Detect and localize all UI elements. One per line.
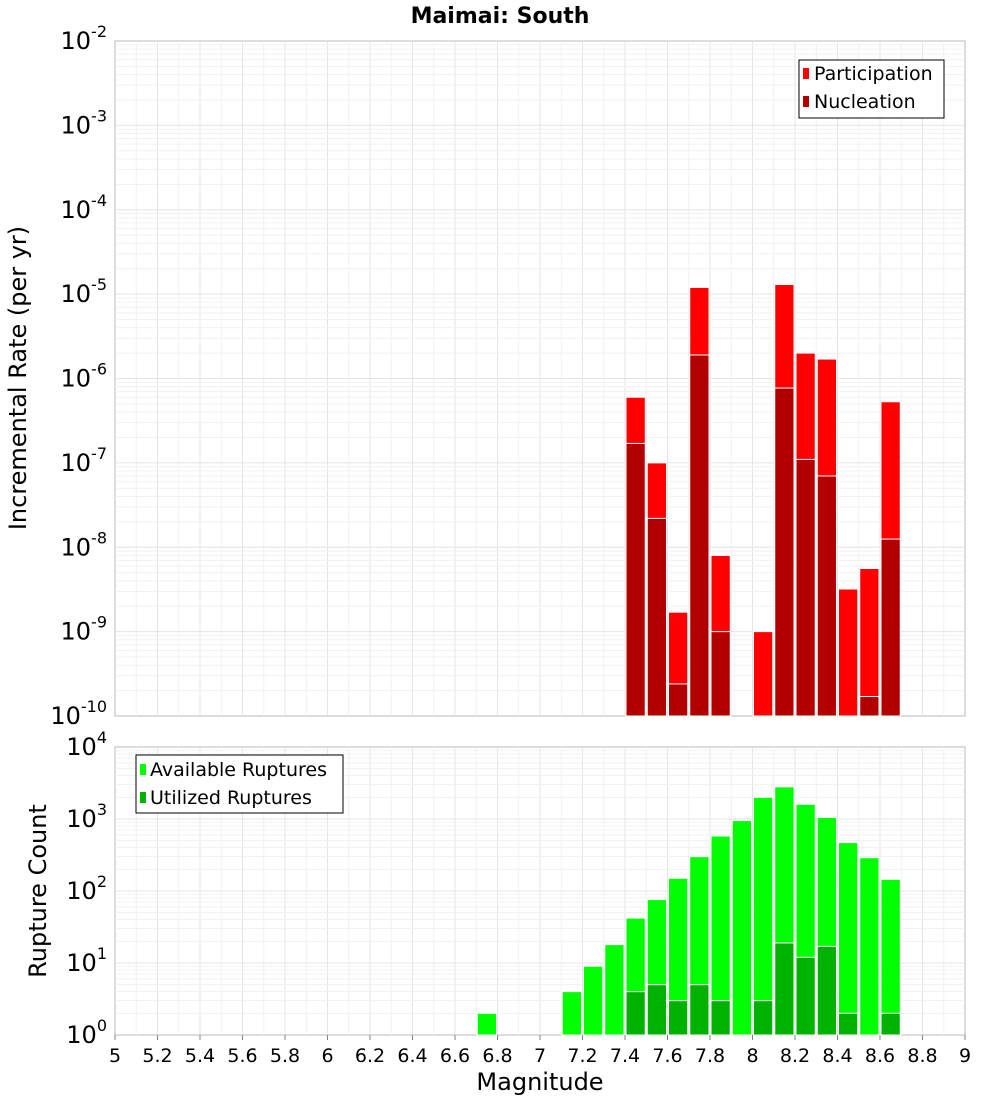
rate-bar-nucleation bbox=[646, 517, 667, 717]
rate-bar-nucleation bbox=[689, 354, 710, 717]
count-legend-box bbox=[135, 754, 344, 814]
count-bar-utilized-ruptures bbox=[710, 1000, 731, 1036]
legend-label-nucleation: Nucleation bbox=[814, 91, 916, 113]
count-bar-available-ruptures bbox=[604, 944, 625, 1036]
x-tick-label: 7.8 bbox=[695, 1045, 725, 1067]
chart-title: Maimai: South bbox=[411, 4, 590, 29]
x-tick-label: 8 bbox=[746, 1045, 758, 1067]
rate-y-axis-label: Incremental Rate (per yr) bbox=[4, 226, 32, 530]
count-y-tick-label: 100 bbox=[66, 1016, 107, 1049]
count-bar-utilized-ruptures bbox=[646, 984, 667, 1036]
count-bar-utilized-ruptures bbox=[795, 956, 816, 1036]
count-y-tick-label: 102 bbox=[66, 872, 107, 905]
x-axis-label: Magnitude bbox=[476, 1068, 603, 1096]
count-bar-available-ruptures bbox=[880, 878, 901, 1036]
legend-label-available: Available Ruptures bbox=[150, 759, 327, 781]
rate-y-ticks: 10-10 10-9 10-8 10-7 10-6 10-5 10-4 10-3 10-2 bbox=[50, 22, 107, 730]
rate-bar-nucleation bbox=[880, 538, 901, 717]
count-bar-available-ruptures bbox=[838, 842, 859, 1036]
rate-y-tick-label: 10-7 bbox=[61, 444, 108, 477]
rate-legend: Participation Nucleation bbox=[798, 59, 945, 119]
count-bar-utilized-ruptures bbox=[625, 991, 646, 1036]
rate-bar-participation bbox=[859, 567, 880, 717]
x-tick-label: 5.4 bbox=[185, 1045, 215, 1067]
x-tick-label: 5.2 bbox=[142, 1045, 172, 1067]
rate-bar-nucleation bbox=[710, 631, 731, 717]
count-bar-available-ruptures bbox=[561, 991, 582, 1036]
x-tick-label: 6.8 bbox=[482, 1045, 512, 1067]
x-tick-label: 6.6 bbox=[440, 1045, 470, 1067]
rate-y-tick-label: 10-10 bbox=[50, 697, 107, 730]
x-tick-label: 6 bbox=[321, 1045, 333, 1067]
x-tick-label: 7 bbox=[534, 1045, 546, 1067]
count-bar-available-ruptures bbox=[731, 820, 752, 1036]
x-tick-label: 8.4 bbox=[822, 1045, 852, 1067]
rate-legend-box bbox=[798, 59, 945, 119]
rate-y-tick-label: 10-2 bbox=[61, 22, 108, 55]
legend-label-participation: Participation bbox=[814, 63, 933, 85]
count-bars bbox=[476, 786, 901, 1036]
rate-bar-nucleation bbox=[625, 442, 646, 717]
count-y-tick-label: 103 bbox=[66, 800, 107, 833]
rate-y-tick-label: 10-3 bbox=[61, 106, 108, 139]
rate-y-tick-label: 10-8 bbox=[61, 528, 108, 561]
rate-y-tick-label: 10-9 bbox=[61, 613, 108, 646]
count-y-tick-label: 101 bbox=[66, 944, 107, 977]
count-y-tick-label: 104 bbox=[66, 728, 107, 761]
legend-swatch-utilized bbox=[140, 792, 146, 803]
count-bar-utilized-ruptures bbox=[816, 945, 837, 1036]
x-tick-label: 7.6 bbox=[652, 1045, 682, 1067]
count-panel: 100 101 102 103 104 5 5.2 5.4 5.6 5.8 6 6.2 6.4 6.6 6… bbox=[24, 728, 971, 1096]
count-bar-utilized-ruptures bbox=[753, 1000, 774, 1036]
x-tick-label: 8.8 bbox=[907, 1045, 937, 1067]
count-bar-utilized-ruptures bbox=[689, 984, 710, 1036]
rate-y-tick-label: 10-6 bbox=[61, 360, 108, 393]
count-bar-available-ruptures bbox=[753, 796, 774, 1036]
count-y-axis-label: Rupture Count bbox=[24, 804, 52, 978]
count-bar-available-ruptures bbox=[476, 1012, 497, 1036]
legend-swatch-participation bbox=[803, 68, 809, 79]
rate-bar-nucleation bbox=[668, 683, 689, 717]
rate-bar-nucleation bbox=[774, 387, 795, 717]
x-tick-label: 8.2 bbox=[780, 1045, 810, 1067]
rate-grid bbox=[115, 41, 965, 716]
count-bar-available-ruptures bbox=[583, 965, 604, 1036]
x-tick-label: 8.6 bbox=[865, 1045, 895, 1067]
rate-y-tick-label: 10-5 bbox=[61, 275, 108, 308]
legend-label-utilized: Utilized Ruptures bbox=[150, 787, 312, 809]
x-tick-label: 6.2 bbox=[355, 1045, 385, 1067]
count-legend: Available Ruptures Utilized Ruptures bbox=[135, 754, 344, 814]
x-tick-label: 9 bbox=[959, 1045, 971, 1067]
rate-bar-participation bbox=[753, 631, 774, 717]
count-y-ticks: 100 101 102 103 104 bbox=[66, 728, 107, 1049]
rate-bar-nucleation bbox=[795, 458, 816, 717]
rate-bar-nucleation bbox=[816, 475, 837, 717]
x-tick-label: 7.4 bbox=[610, 1045, 640, 1067]
count-x-ticks: 5 5.2 5.4 5.6 5.8 6 6.2 6.4 6.6 6.8 7 7.2 7.4 7.6 7.8 8… bbox=[109, 1035, 971, 1067]
rate-panel: 10-10 10-9 10-8 10-7 10-6 10-5 10-4 10-3 10-2 In… bbox=[4, 22, 966, 730]
rate-bar-nucleation bbox=[859, 696, 880, 717]
x-tick-label: 7.2 bbox=[567, 1045, 597, 1067]
rate-bar-participation bbox=[838, 588, 859, 717]
count-bar-available-ruptures bbox=[859, 857, 880, 1036]
count-bar-utilized-ruptures bbox=[880, 1012, 901, 1036]
count-bar-utilized-ruptures bbox=[838, 1012, 859, 1036]
x-tick-label: 5.8 bbox=[270, 1045, 300, 1067]
rate-y-tick-label: 10-4 bbox=[61, 191, 108, 224]
count-bar-utilized-ruptures bbox=[668, 1000, 689, 1036]
x-tick-label: 5 bbox=[109, 1045, 121, 1067]
x-tick-label: 6.4 bbox=[397, 1045, 427, 1067]
legend-swatch-available bbox=[140, 764, 146, 775]
x-tick-label: 5.6 bbox=[227, 1045, 257, 1067]
legend-swatch-nucleation bbox=[803, 96, 809, 107]
count-bar-utilized-ruptures bbox=[774, 942, 795, 1036]
rate-bars bbox=[625, 284, 901, 717]
